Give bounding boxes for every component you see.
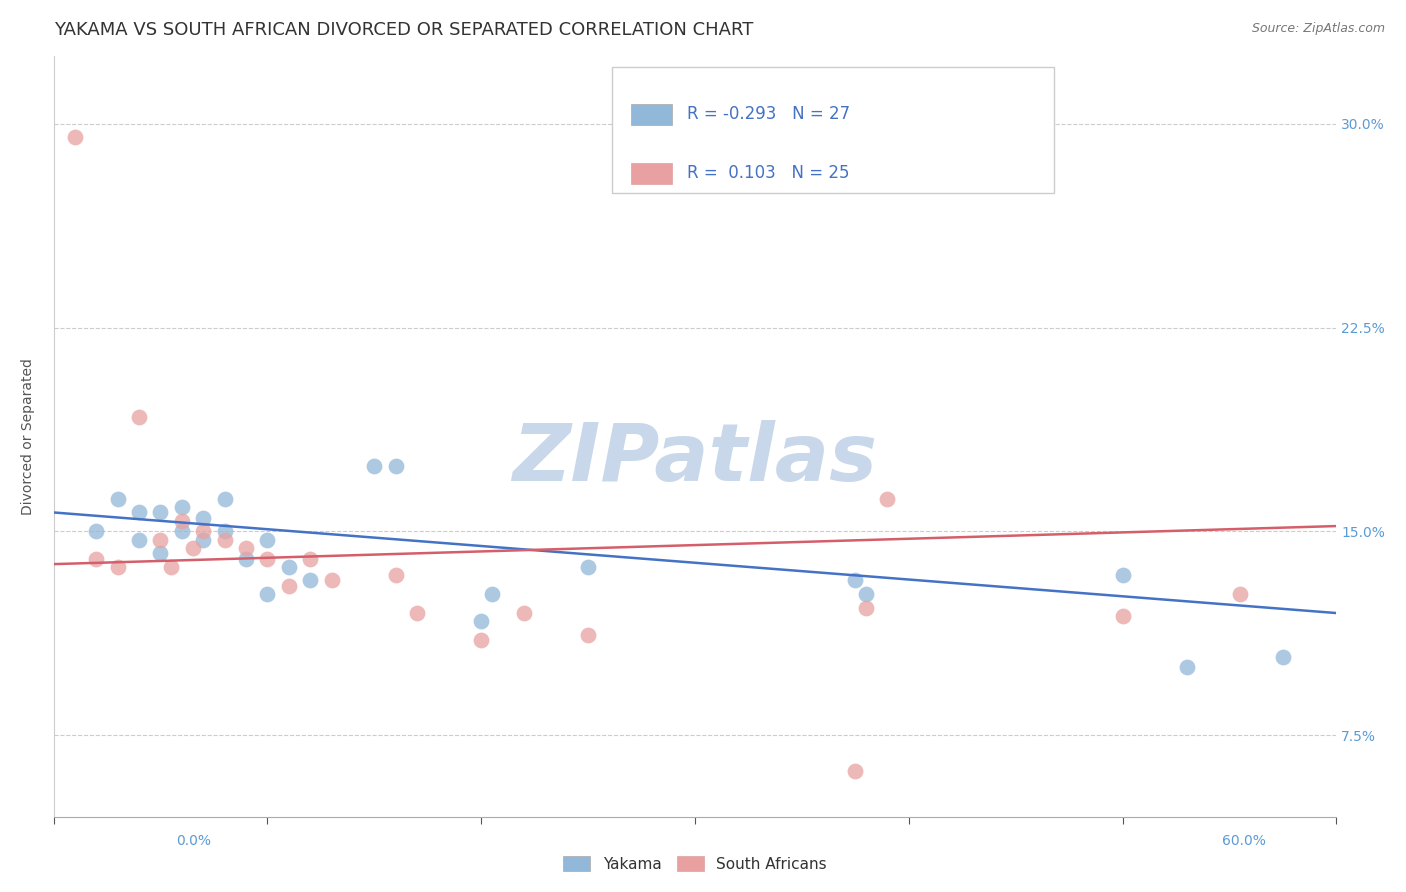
Legend: Yakama, South Africans: Yakama, South Africans [557, 850, 834, 878]
Point [107, 559, 129, 574]
Text: 0.0%: 0.0% [176, 834, 211, 848]
Point [363, 459, 385, 474]
Point [384, 568, 406, 582]
Point [256, 533, 278, 547]
Point [855, 600, 877, 615]
Point [384, 459, 406, 474]
Point [86, 524, 108, 539]
Point [193, 533, 215, 547]
Point [256, 587, 278, 601]
Point [277, 579, 299, 593]
Text: ZIPatlas: ZIPatlas [513, 420, 877, 498]
Y-axis label: Divorced or Separated: Divorced or Separated [21, 358, 35, 515]
Point [160, 559, 183, 574]
Bar [612, 67, 1054, 193]
Point [576, 628, 599, 642]
Point [1229, 587, 1251, 601]
Point [406, 606, 429, 620]
Point [844, 574, 866, 588]
Point [1111, 608, 1133, 623]
Point [1272, 649, 1295, 664]
Point [214, 533, 236, 547]
Point [299, 551, 322, 566]
Point [107, 491, 129, 506]
Point [321, 574, 343, 588]
Text: 60.0%: 60.0% [1222, 834, 1265, 848]
Point [86, 551, 108, 566]
Text: R = -0.293   N = 27: R = -0.293 N = 27 [688, 104, 851, 122]
Point [235, 541, 257, 555]
Point [576, 559, 599, 574]
Point [844, 764, 866, 778]
Bar [631, 103, 672, 125]
Point [170, 500, 193, 514]
Point [214, 524, 236, 539]
Point [193, 511, 215, 525]
Point [170, 514, 193, 528]
Point [481, 587, 503, 601]
Point [128, 410, 150, 425]
Text: YAKAMA VS SOUTH AFRICAN DIVORCED OR SEPARATED CORRELATION CHART: YAKAMA VS SOUTH AFRICAN DIVORCED OR SEPA… [53, 21, 754, 39]
Point [277, 559, 299, 574]
Bar [631, 163, 672, 184]
Point [63, 130, 86, 145]
Point [128, 506, 150, 520]
Text: R =  0.103   N = 25: R = 0.103 N = 25 [688, 163, 849, 182]
Point [214, 491, 236, 506]
Point [193, 524, 215, 539]
Text: Source: ZipAtlas.com: Source: ZipAtlas.com [1251, 22, 1385, 36]
Point [470, 614, 492, 628]
Point [876, 491, 898, 506]
Point [1175, 660, 1198, 674]
Point [299, 574, 322, 588]
Point [513, 606, 536, 620]
Point [149, 506, 172, 520]
Point [181, 541, 204, 555]
Point [855, 587, 877, 601]
Point [149, 533, 172, 547]
Point [149, 546, 172, 560]
Point [235, 551, 257, 566]
Point [170, 524, 193, 539]
Point [1111, 568, 1133, 582]
Point [256, 551, 278, 566]
Point [470, 633, 492, 648]
Point [128, 533, 150, 547]
